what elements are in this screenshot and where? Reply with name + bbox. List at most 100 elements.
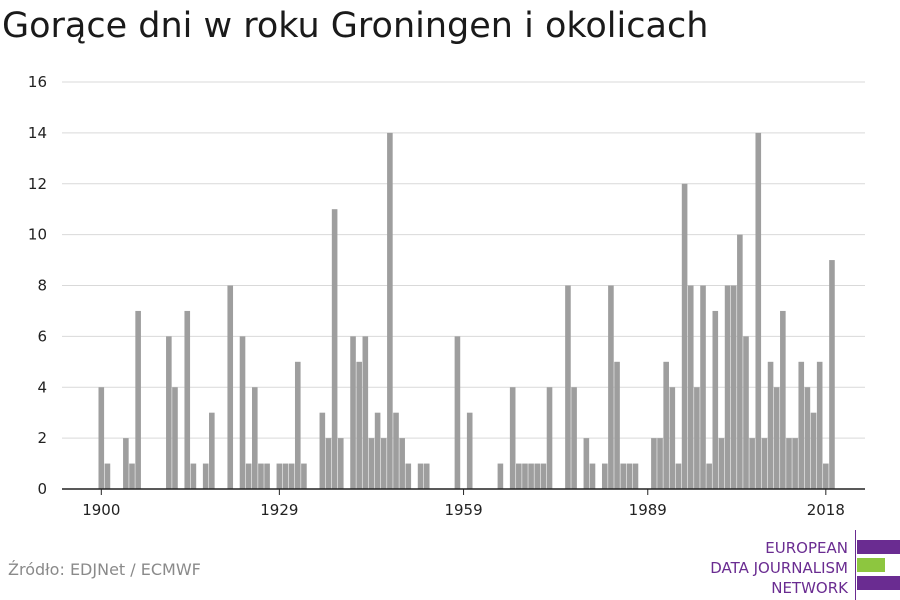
bar-2012 xyxy=(786,438,792,490)
bar-1949 xyxy=(399,438,405,490)
bar-chart: 0 2 4 6 8 10 12 14 16 1900 1929 1959 1989 2018 xyxy=(28,73,865,519)
bar-2016 xyxy=(810,412,817,489)
bar-2004 xyxy=(737,234,743,490)
bar-1984 xyxy=(614,361,620,489)
edjnet-logo: EUROPEAN DATA JOURNALISM NETWORK xyxy=(700,530,900,600)
bar-1925 xyxy=(252,387,258,489)
logo-bar-bottom xyxy=(857,576,900,590)
bar-2015 xyxy=(804,387,811,489)
bar-1911 xyxy=(166,336,172,490)
bar-1998 xyxy=(700,285,706,489)
bar-1930 xyxy=(282,463,289,489)
bar-1982 xyxy=(601,463,608,489)
logo-bar-top xyxy=(857,540,900,554)
bar-1918 xyxy=(209,412,215,489)
bar-2018 xyxy=(823,463,829,489)
bar-1906 xyxy=(135,310,141,489)
bar-1915 xyxy=(190,463,197,489)
bar-2003 xyxy=(730,285,737,489)
y-axis-tick-labels: 0 2 4 6 8 10 12 14 16 xyxy=(28,73,47,498)
bar-1924 xyxy=(245,463,252,489)
bar-1938 xyxy=(331,209,338,489)
bar-1927 xyxy=(264,463,270,489)
bar-1968 xyxy=(516,463,522,489)
logo-text: EUROPEAN DATA JOURNALISM NETWORK xyxy=(710,538,848,598)
bar-1952 xyxy=(417,463,424,489)
bar-2009 xyxy=(767,361,774,489)
bar-1929 xyxy=(276,463,283,489)
bar-2013 xyxy=(792,438,798,490)
bar-2010 xyxy=(773,387,780,489)
bar-1950 xyxy=(405,463,412,489)
bar-2014 xyxy=(798,361,805,489)
y-tick-label: 14 xyxy=(28,124,47,142)
y-tick-label: 2 xyxy=(37,429,47,447)
bar-1947 xyxy=(387,132,393,490)
bar-1926 xyxy=(258,463,264,489)
chart-title: Gorące dni w roku Groningen i okolicach xyxy=(2,6,709,46)
logo-divider xyxy=(855,530,856,600)
x-tick-label: 1959 xyxy=(444,501,482,519)
logo-line-1: EUROPEAN xyxy=(765,539,848,557)
bar-1965 xyxy=(497,463,504,489)
bar-1992 xyxy=(663,361,669,489)
bar-1941 xyxy=(350,336,356,490)
bar-1994 xyxy=(675,463,682,489)
bar-1985 xyxy=(620,463,626,489)
bar-1971 xyxy=(534,463,541,489)
bar-1932 xyxy=(294,361,301,489)
bar-1986 xyxy=(626,463,633,489)
bar-1967 xyxy=(509,387,516,489)
source-note: Źródło: EDJNet / ECMWF xyxy=(8,560,201,579)
x-tick-label: 2018 xyxy=(807,501,845,519)
bar-1983 xyxy=(608,285,614,489)
bar-1948 xyxy=(393,412,399,489)
bar-1901 xyxy=(104,463,111,489)
bar-1993 xyxy=(669,387,676,489)
bar-1980 xyxy=(589,463,596,489)
bar-1944 xyxy=(368,438,375,490)
bar-1969 xyxy=(522,463,528,489)
y-tick-label: 6 xyxy=(37,327,47,345)
bar-1976 xyxy=(565,285,571,489)
x-axis-ticks: 1900 1929 1959 1989 2018 xyxy=(82,489,845,519)
bar-1991 xyxy=(657,438,663,490)
bar-1995 xyxy=(681,183,688,489)
bar-2008 xyxy=(761,438,768,490)
bar-1945 xyxy=(374,412,381,489)
bars xyxy=(98,132,835,490)
y-tick-label: 16 xyxy=(28,73,47,91)
bar-1936 xyxy=(319,412,326,489)
bar-2017 xyxy=(816,361,823,489)
y-tick-label: 4 xyxy=(37,378,47,396)
bar-1973 xyxy=(546,387,553,489)
x-tick-label: 1900 xyxy=(82,501,120,519)
y-tick-label: 10 xyxy=(28,226,47,244)
bar-2000 xyxy=(712,310,719,489)
bar-1999 xyxy=(706,463,712,489)
bar-2019 xyxy=(829,260,835,489)
bar-1958 xyxy=(454,336,461,490)
bar-1904 xyxy=(123,438,129,490)
bar-1943 xyxy=(362,336,369,490)
bar-1990 xyxy=(651,438,657,490)
bar-1953 xyxy=(423,463,430,489)
bar-2005 xyxy=(743,336,749,490)
bar-2002 xyxy=(724,285,731,489)
bar-1942 xyxy=(356,361,362,489)
bar-1923 xyxy=(239,336,246,490)
y-tick-label: 8 xyxy=(37,277,47,295)
bar-1921 xyxy=(227,285,234,489)
bar-2007 xyxy=(755,132,762,490)
logo-line-3: NETWORK xyxy=(771,579,848,597)
bar-1977 xyxy=(571,387,577,489)
bar-1997 xyxy=(694,387,700,489)
bar-2001 xyxy=(718,438,725,490)
bar-1979 xyxy=(583,438,590,490)
bar-2011 xyxy=(780,310,786,489)
logo-line-2: DATA JOURNALISM xyxy=(710,559,848,577)
bar-1914 xyxy=(184,310,191,489)
bar-1917 xyxy=(202,463,209,489)
bar-1987 xyxy=(632,463,639,489)
bar-1946 xyxy=(380,438,387,490)
